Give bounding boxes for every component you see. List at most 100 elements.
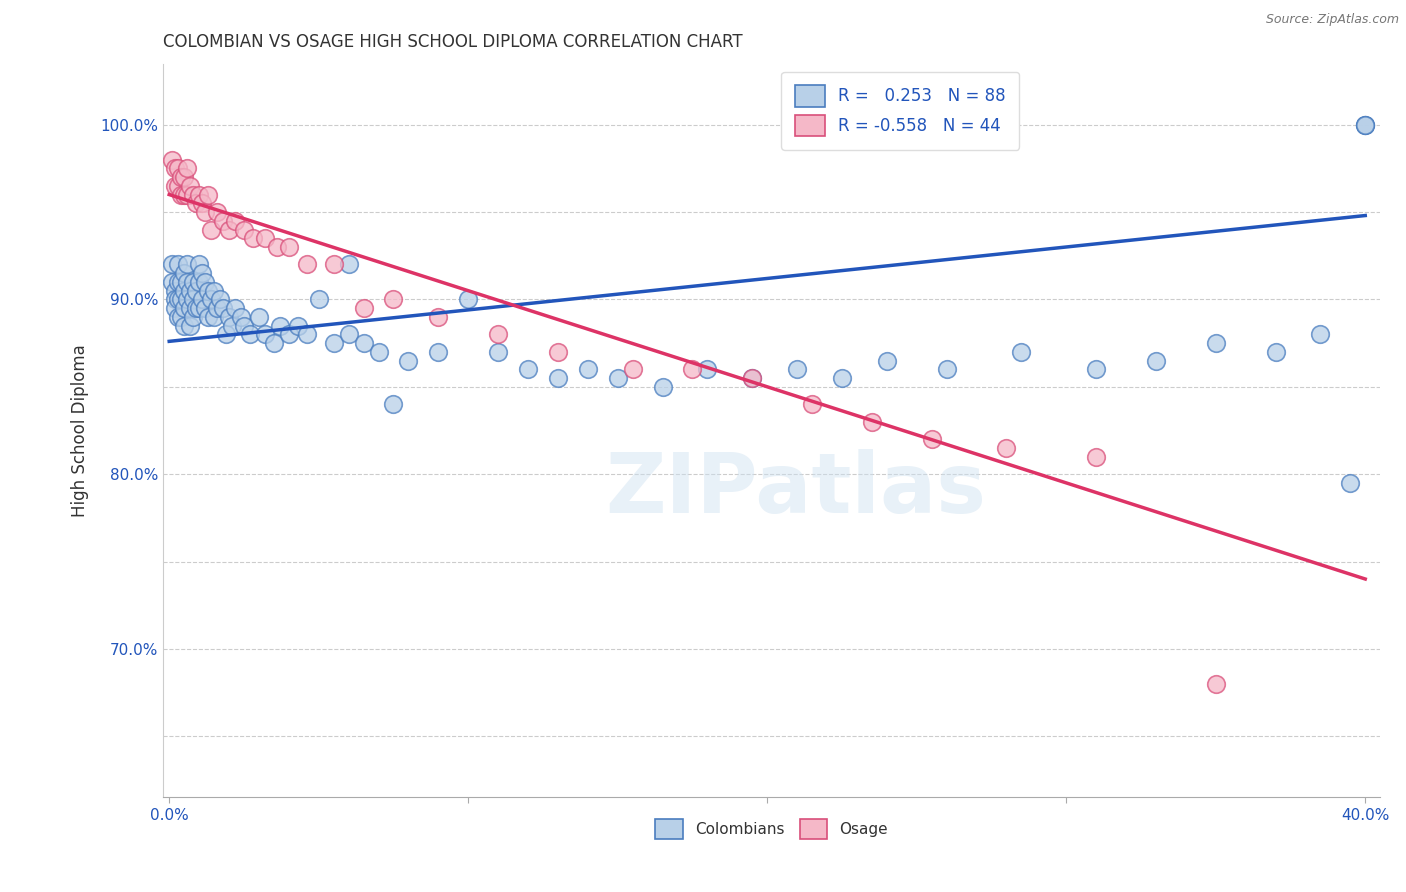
Point bbox=[181, 310, 204, 324]
Text: Source: ZipAtlas.com: Source: ZipAtlas.com bbox=[1265, 13, 1399, 27]
Point bbox=[221, 318, 243, 333]
Point bbox=[353, 301, 375, 315]
Point bbox=[188, 187, 211, 202]
Point bbox=[176, 187, 198, 202]
Point bbox=[741, 371, 763, 385]
Point bbox=[1085, 362, 1108, 376]
Point bbox=[396, 353, 419, 368]
Point bbox=[606, 371, 628, 385]
Point bbox=[194, 205, 217, 219]
Point bbox=[801, 397, 824, 411]
Point bbox=[353, 336, 375, 351]
Point bbox=[621, 362, 644, 376]
Point bbox=[181, 275, 204, 289]
Point bbox=[188, 275, 211, 289]
Point bbox=[179, 284, 201, 298]
Point bbox=[176, 275, 198, 289]
Point bbox=[367, 344, 389, 359]
Point bbox=[1205, 677, 1227, 691]
Point bbox=[269, 318, 291, 333]
Point bbox=[176, 161, 198, 176]
Point bbox=[247, 310, 270, 324]
Point bbox=[218, 310, 240, 324]
Point bbox=[229, 310, 252, 324]
Point bbox=[576, 362, 599, 376]
Point bbox=[322, 336, 344, 351]
Point bbox=[176, 293, 198, 307]
Point bbox=[242, 231, 264, 245]
Point bbox=[173, 284, 195, 298]
Point bbox=[202, 284, 225, 298]
Point bbox=[218, 222, 240, 236]
Point bbox=[696, 362, 718, 376]
Point bbox=[194, 275, 217, 289]
Point bbox=[212, 214, 235, 228]
Point bbox=[786, 362, 808, 376]
Point bbox=[170, 187, 193, 202]
Point bbox=[170, 310, 193, 324]
Point bbox=[253, 231, 276, 245]
Point bbox=[188, 257, 211, 271]
Point bbox=[167, 310, 190, 324]
Point bbox=[224, 214, 246, 228]
Point bbox=[277, 240, 299, 254]
Point bbox=[200, 222, 222, 236]
Point bbox=[1205, 336, 1227, 351]
Point bbox=[179, 318, 201, 333]
Point bbox=[181, 293, 204, 307]
Point bbox=[457, 293, 479, 307]
Point bbox=[224, 301, 246, 315]
Text: COLOMBIAN VS OSAGE HIGH SCHOOL DIPLOMA CORRELATION CHART: COLOMBIAN VS OSAGE HIGH SCHOOL DIPLOMA C… bbox=[163, 33, 742, 51]
Point bbox=[233, 318, 256, 333]
Point bbox=[427, 344, 450, 359]
Point bbox=[173, 170, 195, 185]
Point bbox=[165, 301, 187, 315]
Point bbox=[1354, 118, 1376, 132]
Point bbox=[165, 161, 187, 176]
Point bbox=[337, 257, 360, 271]
Point bbox=[197, 284, 219, 298]
Point bbox=[167, 178, 190, 193]
Point bbox=[160, 153, 183, 167]
Point bbox=[1264, 344, 1286, 359]
Point bbox=[208, 293, 231, 307]
Point bbox=[167, 275, 190, 289]
Point bbox=[173, 301, 195, 315]
Point bbox=[165, 293, 187, 307]
Point bbox=[308, 293, 330, 307]
Point bbox=[287, 318, 309, 333]
Point bbox=[1085, 450, 1108, 464]
Point bbox=[179, 178, 201, 193]
Point bbox=[517, 362, 540, 376]
Point bbox=[173, 266, 195, 280]
Point bbox=[194, 301, 217, 315]
Point bbox=[382, 397, 405, 411]
Point bbox=[160, 275, 183, 289]
Point bbox=[486, 344, 509, 359]
Point bbox=[167, 257, 190, 271]
Point bbox=[831, 371, 853, 385]
Point bbox=[167, 293, 190, 307]
Point bbox=[266, 240, 288, 254]
Point bbox=[1010, 344, 1032, 359]
Point bbox=[253, 327, 276, 342]
Point bbox=[160, 257, 183, 271]
Point bbox=[165, 284, 187, 298]
Point bbox=[205, 301, 228, 315]
Point bbox=[184, 284, 207, 298]
Point bbox=[233, 222, 256, 236]
Point bbox=[197, 187, 219, 202]
Point bbox=[1144, 353, 1167, 368]
Point bbox=[921, 432, 943, 446]
Point bbox=[170, 170, 193, 185]
Point bbox=[212, 301, 235, 315]
Point bbox=[876, 353, 898, 368]
Point bbox=[427, 310, 450, 324]
Point bbox=[382, 293, 405, 307]
Point bbox=[277, 327, 299, 342]
Point bbox=[165, 178, 187, 193]
Legend: Colombians, Osage: Colombians, Osage bbox=[650, 813, 894, 845]
Point bbox=[651, 380, 673, 394]
Point bbox=[935, 362, 957, 376]
Point bbox=[200, 293, 222, 307]
